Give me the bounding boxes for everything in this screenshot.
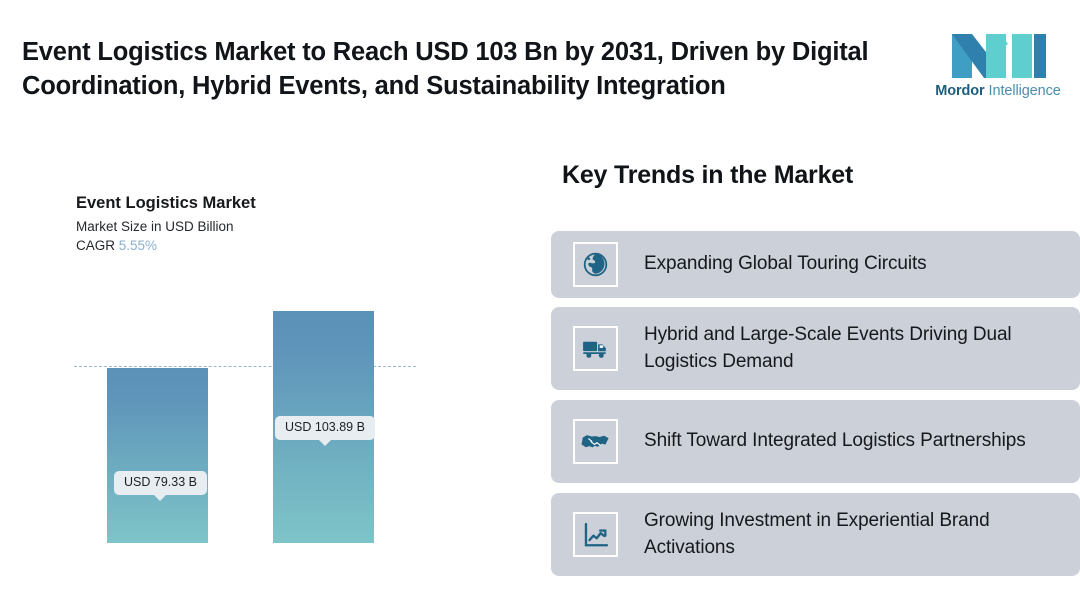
- truck-icon: [573, 326, 618, 371]
- cagr-value: 5.55%: [118, 238, 158, 253]
- trend-card-1[interactable]: Expanding Global Touring Circuits: [551, 231, 1080, 298]
- handshake-icon: [573, 419, 618, 464]
- chart-panel: Event Logistics Market Market Size in US…: [0, 130, 540, 612]
- chart-subtitle: Market Size in USD Billion: [76, 219, 234, 234]
- trend-card-2[interactable]: Hybrid and Large-Scale Events Driving Du…: [551, 307, 1080, 390]
- cagr-label: CAGR: [76, 238, 116, 253]
- trend-card-4[interactable]: Growing Investment in Experiential Brand…: [551, 493, 1080, 576]
- trend-card-4-label: Growing Investment in Experiential Brand…: [644, 509, 990, 558]
- bar-value-label-2031: USD 103.89 B: [275, 416, 375, 440]
- trend-card-3[interactable]: Shift Toward Integrated Logistics Partne…: [551, 400, 1080, 483]
- mordor-intelligence-logo-icon: [952, 34, 1046, 78]
- chart-cagr: CAGR 5.55%: [76, 238, 157, 253]
- brand-name-primary: Mordor: [935, 83, 985, 99]
- header: Event Logistics Market to Reach USD 103 …: [0, 0, 1080, 130]
- bar-chart: USD 79.33 B USD 103.89 B 2026 2031: [0, 130, 540, 612]
- key-trends-panel: Key Trends in the Market Expanding Globa…: [551, 130, 1080, 612]
- brand-logo: Mordor Intelligence: [930, 24, 1066, 108]
- growth-chart-icon: [573, 512, 618, 557]
- trend-card-3-label: Shift Toward Integrated Logistics Partne…: [644, 430, 1026, 452]
- trend-card-1-label: Expanding Global Touring Circuits: [644, 253, 927, 275]
- brand-wordmark: Mordor Intelligence: [935, 83, 1061, 99]
- trend-card-2-label: Hybrid and Large-Scale Events Driving Du…: [644, 323, 1012, 372]
- bar-2026: [107, 368, 208, 543]
- reference-dashed-line: [74, 366, 416, 367]
- page-title: Event Logistics Market to Reach USD 103 …: [22, 38, 869, 100]
- bar-value-label-2026: USD 79.33 B: [114, 471, 207, 495]
- key-trends-heading: Key Trends in the Market: [562, 161, 854, 189]
- globe-icon: [573, 242, 618, 287]
- brand-name-secondary: Intelligence: [988, 83, 1061, 99]
- chart-title: Event Logistics Market: [76, 194, 256, 212]
